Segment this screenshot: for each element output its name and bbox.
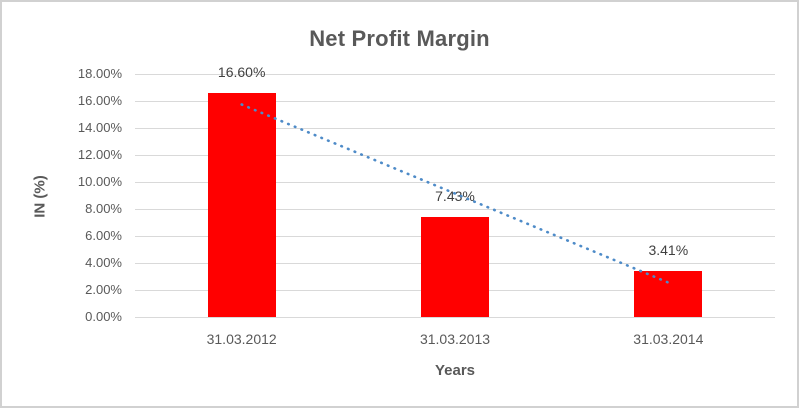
bar-31.03.2013: [421, 216, 489, 317]
data-label: 7.43%: [435, 187, 475, 204]
y-axis-tick-label: 0.00%: [85, 309, 122, 324]
y-axis-title: IN (%): [31, 175, 49, 218]
data-label: 16.60%: [217, 63, 266, 80]
gridline: [135, 316, 775, 318]
y-axis-tick-label: 18.00%: [77, 66, 122, 81]
y-axis-tick-label: 6.00%: [85, 228, 122, 243]
x-axis-title: Years: [434, 362, 476, 379]
y-axis-tick-label: 2.00%: [85, 282, 122, 297]
x-axis-category-label: 31.03.2013: [419, 331, 491, 347]
x-axis-category-label: 31.03.2014: [633, 331, 704, 347]
chart-title: Net Profit Margin: [309, 26, 490, 51]
y-axis-tick-label: 10.00%: [77, 174, 122, 189]
y-axis-tick-label: 12.00%: [77, 147, 122, 162]
x-axis-category-label: 31.03.2012: [206, 331, 277, 347]
data-label: 3.41%: [648, 241, 689, 258]
bar-31.03.2012: [207, 92, 276, 317]
bar-31.03.2014: [634, 270, 703, 317]
gridline: [135, 100, 775, 102]
gridline: [135, 73, 775, 75]
y-axis-tick-label: 14.00%: [77, 120, 122, 135]
y-axis-tick-label: 16.00%: [77, 93, 122, 108]
y-axis-tick-label: 8.00%: [85, 201, 122, 216]
y-axis-tick-label: 4.00%: [85, 255, 122, 270]
